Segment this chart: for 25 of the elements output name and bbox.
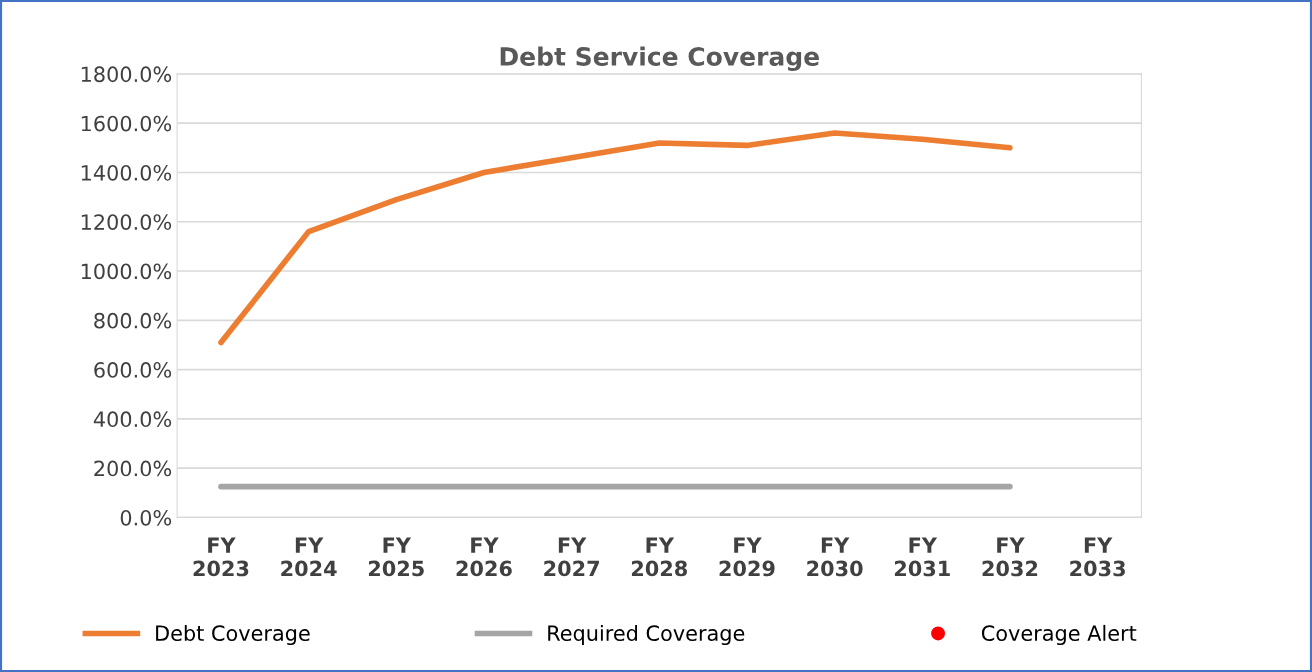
y-tick-label: 0.0%	[120, 509, 172, 526]
x-tick-label: FY 2024	[281, 537, 337, 577]
x-tick-label: FY 2032	[982, 537, 1038, 577]
y-tick-label: 1200.0%	[81, 214, 172, 230]
x-tick-label: FY 2030	[807, 537, 863, 577]
y-tick-label: 1400.0%	[81, 164, 172, 181]
y-tick-label: 1600.0%	[81, 115, 172, 132]
y-tick-label: 400.0%	[93, 411, 172, 428]
x-tick-label: FY 2031	[894, 537, 950, 577]
x-tick-label: FY 2025	[368, 537, 424, 577]
chart-title: Debt Service Coverage	[500, 46, 819, 71]
y-tick-label: 1000.0%	[81, 263, 172, 280]
y-tick-label: 1800.0%	[81, 66, 172, 83]
y-tick-label: 800.0%	[94, 312, 172, 329]
x-tick-label: FY 2029	[719, 537, 775, 577]
y-tick-label: 200.0%	[94, 460, 172, 477]
x-tick-label: FY 2026	[456, 537, 512, 577]
legend-label: Debt Coverage	[156, 624, 310, 646]
legend-label: Coverage Alert	[981, 624, 1137, 646]
y-tick-label: 600.0%	[94, 362, 172, 378]
x-tick-label: FY 2027	[544, 537, 599, 577]
x-tick-label: FY 2023	[193, 537, 249, 577]
legend-label: Required Coverage	[548, 624, 745, 646]
x-tick-label: FY 2033	[1070, 537, 1125, 577]
x-tick-label: FY 2028	[631, 537, 687, 577]
